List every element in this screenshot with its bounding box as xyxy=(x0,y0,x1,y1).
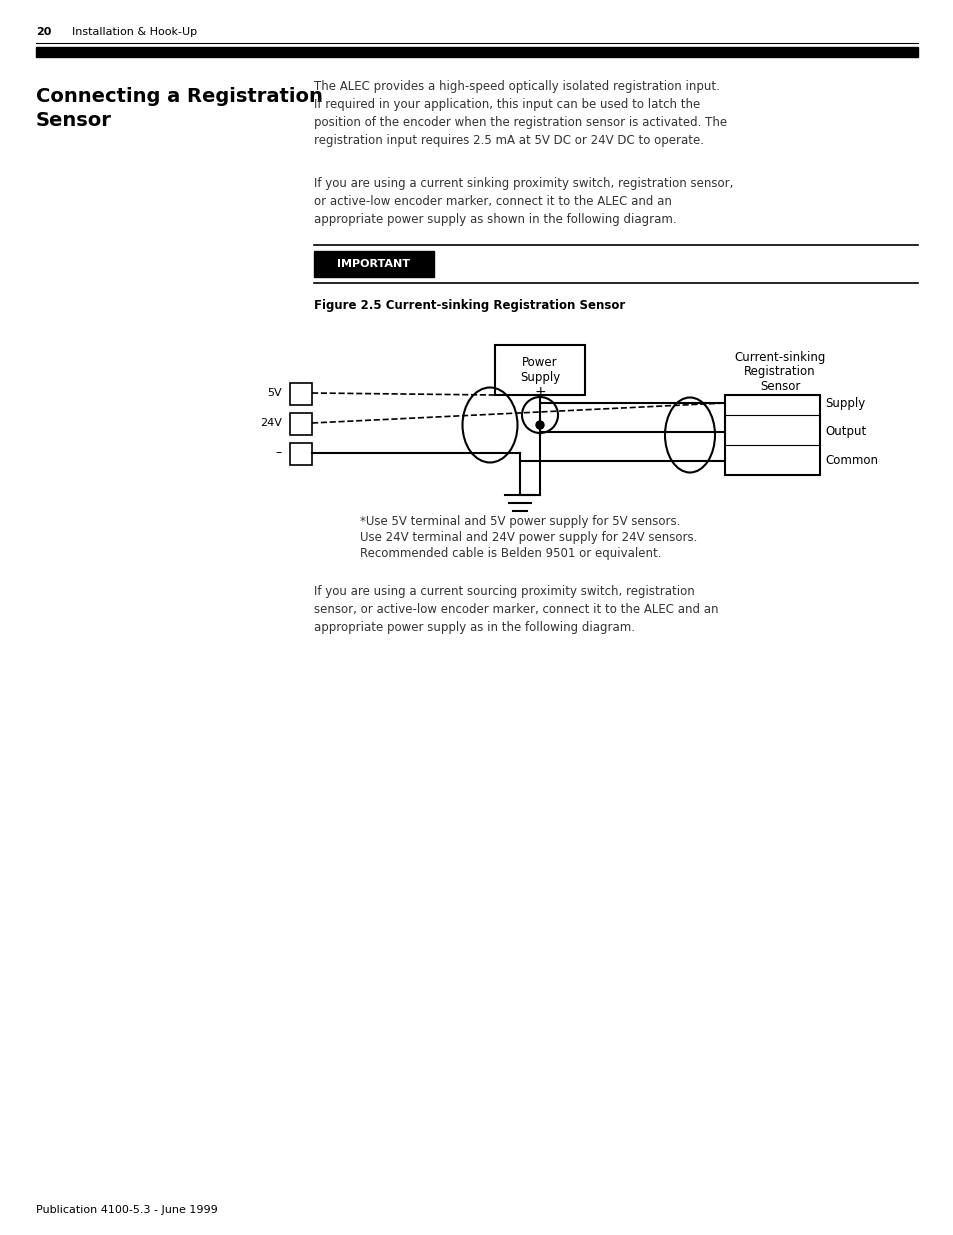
Text: Common: Common xyxy=(824,454,877,468)
Circle shape xyxy=(536,421,543,429)
Bar xyxy=(314,251,434,277)
Text: 24V: 24V xyxy=(260,417,282,429)
Bar xyxy=(290,383,312,405)
Text: +: + xyxy=(534,385,545,399)
Text: Installation & Hook-Up: Installation & Hook-Up xyxy=(71,27,197,37)
Bar xyxy=(290,412,312,435)
Text: If you are using a current sourcing proximity switch, registration
sensor, or ac: If you are using a current sourcing prox… xyxy=(314,585,718,634)
Text: 5V: 5V xyxy=(267,388,282,398)
Text: Use 24V terminal and 24V power supply for 24V sensors.: Use 24V terminal and 24V power supply fo… xyxy=(359,531,697,543)
Text: IMPORTANT: IMPORTANT xyxy=(337,259,410,269)
Text: Registration: Registration xyxy=(743,366,815,378)
Text: Output: Output xyxy=(824,426,865,438)
Text: Sensor: Sensor xyxy=(759,380,800,394)
Text: The ALEC provides a high-speed optically isolated registration input.
If require: The ALEC provides a high-speed optically… xyxy=(314,80,726,147)
Bar xyxy=(290,443,312,466)
Text: 20: 20 xyxy=(36,27,51,37)
Text: Connecting a Registration
Sensor: Connecting a Registration Sensor xyxy=(36,86,322,130)
Bar xyxy=(36,47,917,57)
Text: Supply: Supply xyxy=(519,370,559,384)
Text: Supply: Supply xyxy=(824,396,864,410)
Text: If you are using a current sinking proximity switch, registration sensor,
or act: If you are using a current sinking proxi… xyxy=(314,177,733,226)
Text: Current-sinking: Current-sinking xyxy=(734,351,825,363)
Text: *Use 5V terminal and 5V power supply for 5V sensors.: *Use 5V terminal and 5V power supply for… xyxy=(359,515,679,529)
Bar xyxy=(495,345,584,395)
Text: Recommended cable is Belden 9501 or equivalent.: Recommended cable is Belden 9501 or equi… xyxy=(359,547,660,559)
Text: Publication 4100-5.3 - June 1999: Publication 4100-5.3 - June 1999 xyxy=(36,1205,217,1215)
Text: Figure 2.5 Current-sinking Registration Sensor: Figure 2.5 Current-sinking Registration … xyxy=(314,299,624,312)
Text: Power: Power xyxy=(521,356,558,368)
Text: –: – xyxy=(275,447,282,459)
Bar xyxy=(724,395,820,475)
